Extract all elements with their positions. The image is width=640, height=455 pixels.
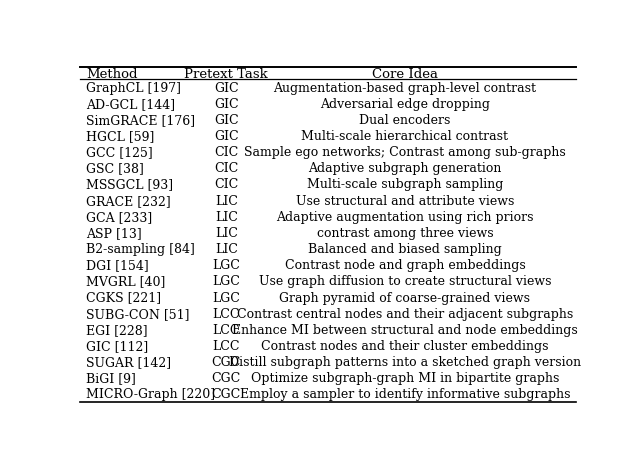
- Text: GraphCL [197]: GraphCL [197]: [86, 81, 181, 94]
- Text: Employ a sampler to identify informative subgraphs: Employ a sampler to identify informative…: [239, 388, 570, 400]
- Text: Enhance MI between structural and node embeddings: Enhance MI between structural and node e…: [232, 323, 578, 336]
- Text: GIC [112]: GIC [112]: [86, 339, 148, 352]
- Text: GRACE [232]: GRACE [232]: [86, 194, 171, 207]
- Text: HGCL [59]: HGCL [59]: [86, 130, 154, 143]
- Text: GIC: GIC: [214, 81, 239, 94]
- Text: LGC: LGC: [212, 291, 240, 304]
- Text: GIC: GIC: [214, 130, 239, 143]
- Text: ASP [13]: ASP [13]: [86, 227, 141, 239]
- Text: Adversarial edge dropping: Adversarial edge dropping: [320, 97, 490, 111]
- Text: contrast among three views: contrast among three views: [317, 227, 493, 239]
- Text: LCC: LCC: [212, 339, 240, 352]
- Text: LCC: LCC: [212, 307, 240, 320]
- Text: GIC: GIC: [214, 97, 239, 111]
- Text: CIC: CIC: [214, 146, 239, 159]
- Text: CGKS [221]: CGKS [221]: [86, 291, 161, 304]
- Text: LIC: LIC: [215, 227, 237, 239]
- Text: SUBG-CON [51]: SUBG-CON [51]: [86, 307, 189, 320]
- Text: GCA [233]: GCA [233]: [86, 210, 152, 223]
- Text: Contrast central nodes and their adjacent subgraphs: Contrast central nodes and their adjacen…: [237, 307, 573, 320]
- Text: CGC: CGC: [212, 355, 241, 369]
- Text: Core Idea: Core Idea: [372, 67, 438, 81]
- Text: LCC: LCC: [212, 323, 240, 336]
- Text: Use graph diffusion to create structural views: Use graph diffusion to create structural…: [259, 275, 551, 288]
- Text: Distill subgraph patterns into a sketched graph version: Distill subgraph patterns into a sketche…: [229, 355, 581, 369]
- Text: LGC: LGC: [212, 275, 240, 288]
- Text: LIC: LIC: [215, 210, 237, 223]
- Text: SUGAR [142]: SUGAR [142]: [86, 355, 171, 369]
- Text: B2-sampling [84]: B2-sampling [84]: [86, 243, 195, 256]
- Text: EGI [228]: EGI [228]: [86, 323, 148, 336]
- Text: Dual encoders: Dual encoders: [359, 114, 451, 126]
- Text: LIC: LIC: [215, 243, 237, 256]
- Text: Sample ego networks; Contrast among sub-graphs: Sample ego networks; Contrast among sub-…: [244, 146, 566, 159]
- Text: Adaptive subgraph generation: Adaptive subgraph generation: [308, 162, 502, 175]
- Text: Use structural and attribute views: Use structural and attribute views: [296, 194, 514, 207]
- Text: Multi-scale subgraph sampling: Multi-scale subgraph sampling: [307, 178, 503, 191]
- Text: GSC [38]: GSC [38]: [86, 162, 144, 175]
- Text: CGC: CGC: [212, 388, 241, 400]
- Text: SimGRACE [176]: SimGRACE [176]: [86, 114, 195, 126]
- Text: CGC: CGC: [212, 371, 241, 384]
- Text: Optimize subgraph-graph MI in bipartite graphs: Optimize subgraph-graph MI in bipartite …: [251, 371, 559, 384]
- Text: Method: Method: [86, 67, 138, 81]
- Text: BiGI [9]: BiGI [9]: [86, 371, 136, 384]
- Text: LIC: LIC: [215, 194, 237, 207]
- Text: MSSGCL [93]: MSSGCL [93]: [86, 178, 173, 191]
- Text: AD-GCL [144]: AD-GCL [144]: [86, 97, 175, 111]
- Text: CIC: CIC: [214, 162, 239, 175]
- Text: GCC [125]: GCC [125]: [86, 146, 153, 159]
- Text: Graph pyramid of coarse-grained views: Graph pyramid of coarse-grained views: [280, 291, 531, 304]
- Text: Contrast nodes and their cluster embeddings: Contrast nodes and their cluster embeddi…: [261, 339, 548, 352]
- Text: Pretext Task: Pretext Task: [184, 67, 268, 81]
- Text: GIC: GIC: [214, 114, 239, 126]
- Text: CIC: CIC: [214, 178, 239, 191]
- Text: DGI [154]: DGI [154]: [86, 259, 148, 272]
- Text: Balanced and biased sampling: Balanced and biased sampling: [308, 243, 502, 256]
- Text: Multi-scale hierarchical contrast: Multi-scale hierarchical contrast: [301, 130, 508, 143]
- Text: LGC: LGC: [212, 259, 240, 272]
- Text: Contrast node and graph embeddings: Contrast node and graph embeddings: [285, 259, 525, 272]
- Text: Adaptive augmentation using rich priors: Adaptive augmentation using rich priors: [276, 210, 534, 223]
- Text: MICRO-Graph [220]: MICRO-Graph [220]: [86, 388, 215, 400]
- Text: Augmentation-based graph-level contrast: Augmentation-based graph-level contrast: [273, 81, 536, 94]
- Text: MVGRL [40]: MVGRL [40]: [86, 275, 165, 288]
